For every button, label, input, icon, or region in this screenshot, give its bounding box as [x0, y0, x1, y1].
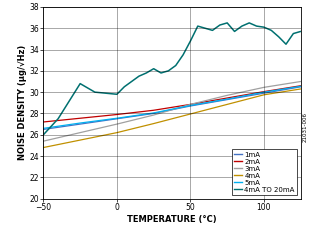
4mA TO 20mA	[247, 21, 251, 24]
3mA	[262, 86, 266, 89]
1mA	[262, 92, 266, 95]
X-axis label: TEMPERATURE (°C): TEMPERATURE (°C)	[127, 215, 217, 224]
3mA	[225, 94, 229, 97]
1mA	[188, 105, 192, 107]
4mA TO 20mA	[188, 40, 192, 43]
4mA	[262, 93, 266, 96]
2mA	[188, 103, 192, 106]
4mA TO 20mA	[218, 24, 222, 26]
5mA	[115, 117, 119, 120]
Line: 3mA: 3mA	[43, 82, 301, 141]
4mA TO 20mA	[137, 75, 141, 78]
4mA TO 20mA	[269, 29, 273, 32]
Legend: 1mA, 2mA, 3mA, 4mA, 5mA, 4mA TO 20mA: 1mA, 2mA, 3mA, 4mA, 5mA, 4mA TO 20mA	[232, 149, 297, 195]
4mA	[42, 146, 45, 149]
4mA TO 20mA	[277, 35, 281, 38]
4mA TO 20mA	[152, 67, 156, 70]
Line: 5mA: 5mA	[43, 86, 301, 128]
4mA TO 20mA	[225, 21, 229, 24]
5mA	[78, 122, 82, 125]
Line: 4mA TO 20mA: 4mA TO 20mA	[43, 23, 301, 135]
2mA	[115, 113, 119, 116]
4mA TO 20mA	[166, 70, 170, 72]
5mA	[152, 112, 156, 114]
4mA	[115, 131, 119, 134]
4mA TO 20mA	[262, 26, 266, 29]
4mA TO 20mA	[144, 72, 148, 74]
4mA TO 20mA	[122, 85, 126, 88]
1mA	[115, 117, 119, 120]
3mA	[299, 80, 303, 83]
2mA	[262, 90, 266, 93]
1mA	[42, 128, 45, 131]
4mA	[299, 88, 303, 90]
4mA TO 20mA	[196, 25, 200, 27]
5mA	[262, 91, 266, 94]
4mA TO 20mA	[115, 93, 119, 96]
4mA TO 20mA	[42, 133, 45, 136]
Line: 1mA: 1mA	[43, 87, 301, 129]
4mA TO 20mA	[299, 30, 303, 33]
4mA TO 20mA	[203, 27, 207, 30]
5mA	[188, 104, 192, 107]
Line: 2mA: 2mA	[43, 86, 301, 122]
Text: 21031-006: 21031-006	[303, 112, 308, 142]
4mA TO 20mA	[93, 91, 97, 94]
3mA	[42, 140, 45, 143]
4mA TO 20mA	[291, 32, 295, 35]
1mA	[225, 98, 229, 101]
4mA TO 20mA	[130, 80, 134, 83]
1mA	[299, 85, 303, 88]
4mA TO 20mA	[233, 30, 237, 33]
4mA TO 20mA	[255, 25, 259, 27]
4mA TO 20mA	[240, 25, 244, 27]
4mA	[78, 139, 82, 141]
Y-axis label: NOISE DENSITY (μg/√Hz): NOISE DENSITY (μg/√Hz)	[18, 45, 27, 160]
4mA TO 20mA	[78, 82, 82, 85]
4mA TO 20mA	[174, 64, 178, 67]
3mA	[115, 123, 119, 125]
5mA	[225, 98, 229, 100]
1mA	[78, 123, 82, 125]
2mA	[152, 109, 156, 112]
4mA TO 20mA	[56, 117, 60, 120]
4mA TO 20mA	[159, 72, 163, 74]
2mA	[78, 117, 82, 120]
2mA	[299, 84, 303, 87]
4mA TO 20mA	[284, 43, 288, 46]
2mA	[42, 121, 45, 123]
3mA	[78, 131, 82, 134]
4mA TO 20mA	[181, 54, 185, 56]
4mA	[188, 112, 192, 115]
Line: 4mA: 4mA	[43, 89, 301, 148]
4mA TO 20mA	[210, 29, 214, 32]
4mA	[152, 122, 156, 125]
1mA	[152, 112, 156, 115]
5mA	[299, 85, 303, 88]
5mA	[42, 127, 45, 130]
3mA	[188, 103, 192, 106]
3mA	[152, 114, 156, 116]
2mA	[225, 97, 229, 99]
4mA	[225, 103, 229, 106]
